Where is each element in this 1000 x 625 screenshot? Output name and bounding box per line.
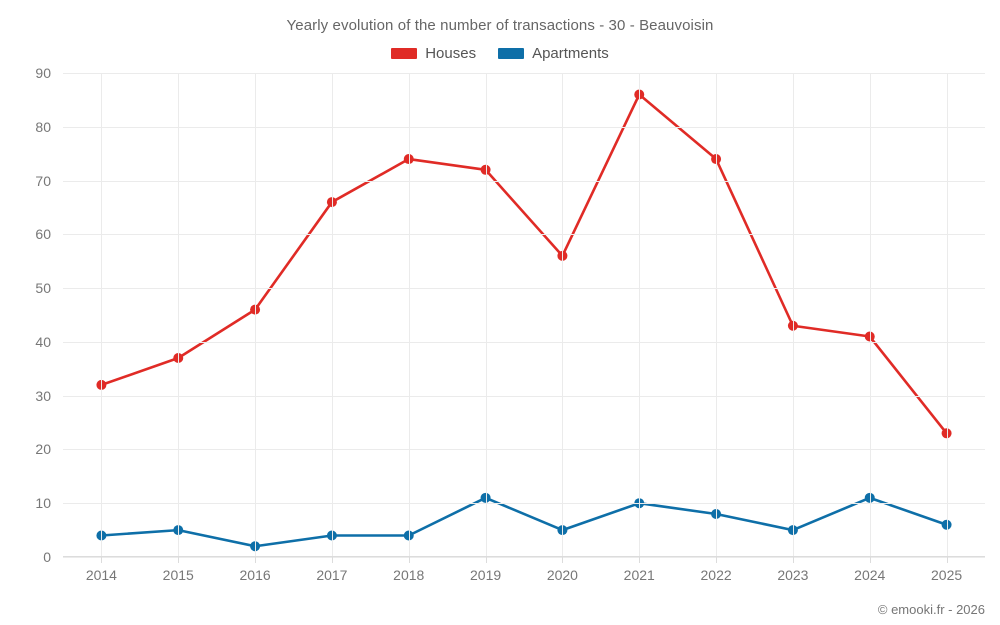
x-axis-tick-mark [946,557,948,563]
gridline-horizontal [63,395,985,397]
gridline-horizontal [63,557,985,558]
x-axis-tick-label: 2021 [623,567,655,583]
x-axis-tick-mark [101,557,103,563]
gridline-vertical [101,73,103,557]
x-axis-tick-mark [408,557,410,563]
y-axis-tick-label: 10 [35,495,51,512]
series-line [100,496,948,548]
gridline-horizontal [63,449,985,451]
y-axis-labels: 0 10 20 30 40 50 60 70 80 90 [0,65,51,565]
x-axis-tick-mark [178,557,180,563]
gridline-vertical [562,73,564,557]
legend-label: Apartments [532,45,609,62]
x-axis-tick-label: 2015 [162,567,194,583]
x-axis-tick-mark [562,557,564,563]
gridline-vertical [869,73,871,557]
x-axis-tick-label: 2016 [239,567,271,583]
x-axis-tick-mark [485,557,487,563]
gridline-vertical [792,73,794,557]
gridline-vertical [408,73,410,557]
gridline-horizontal [63,503,985,505]
x-axis-tick-label: 2017 [316,567,348,583]
y-axis-tick-label: 20 [35,441,51,458]
x-axis-tick-mark [639,557,641,563]
series-layer [96,89,952,552]
x-axis-tick-label: 2023 [777,567,809,583]
x-axis-tick-mark [716,557,718,563]
legend-label: Houses [425,45,477,62]
series-apartments [96,492,952,552]
y-axis-tick-label: 50 [35,280,51,297]
chart-title: Yearly evolution of the number of transa… [286,17,714,34]
y-axis-tick-label: 90 [35,65,51,81]
legend-swatch-icon [498,48,525,59]
x-axis-tick-mark [255,557,257,563]
x-axis-tick-label: 2022 [700,567,732,583]
x-axis-tick-mark [331,557,333,563]
x-axis-tick-label: 2018 [393,567,425,583]
gridline-vertical [485,73,487,557]
x-axis-labels: 2014 2015 2016 2017 2018 2019 2020 2021 2022 2023… [63,567,985,589]
gridline-vertical [946,73,948,557]
x-axis-tick-label: 2024 [854,567,886,583]
series-houses [96,89,952,439]
y-axis-tick-label: 40 [35,333,51,350]
gridline-horizontal [63,341,985,343]
legend-item-apartments[interactable]: Apartments [498,45,609,62]
y-axis-tick-label: 30 [35,387,51,404]
legend-item-houses[interactable]: Houses [391,45,476,62]
x-axis-tick-label: 2025 [931,567,963,583]
plot-area [63,73,985,558]
footer-credit: © emooki.fr - 2026 [877,602,985,617]
gridline-vertical [331,73,333,557]
gridline-vertical [178,73,180,557]
gridline-horizontal [63,180,985,182]
x-axis-tick-mark [792,557,794,563]
y-axis-tick-label: 0 [43,549,51,565]
x-axis-tick-mark [869,557,871,563]
x-axis-tick-label: 2019 [470,567,502,583]
gridline-vertical [255,73,257,557]
x-axis-line [63,556,985,557]
gridline-horizontal [63,73,985,74]
y-axis-tick-label: 70 [35,172,51,189]
series-line [100,93,948,435]
x-axis-tick-label: 2014 [85,567,117,583]
y-axis-tick-label: 80 [35,118,51,135]
gridline-horizontal [63,126,985,128]
y-axis-tick-label: 60 [35,226,51,243]
chart-legend: Houses Apartments [0,45,1000,62]
gridline-horizontal [63,288,985,290]
gridline-vertical [639,73,641,557]
gridline-horizontal [63,234,985,236]
gridline-vertical [716,73,718,557]
x-axis-tick-label: 2020 [546,567,578,583]
legend-swatch-icon [391,48,418,59]
